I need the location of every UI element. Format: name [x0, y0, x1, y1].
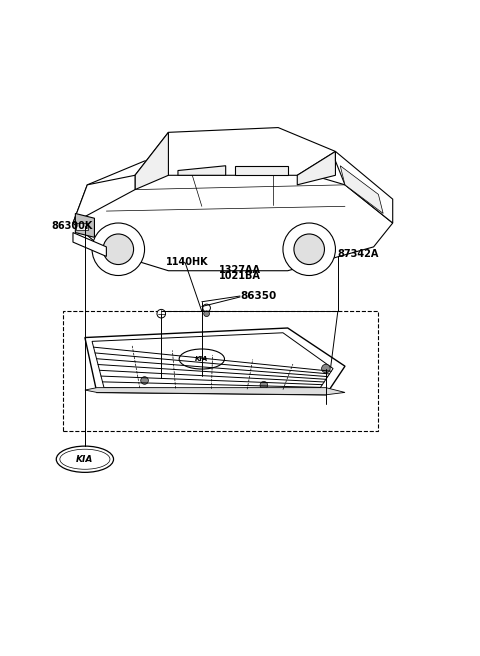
Polygon shape — [85, 388, 345, 395]
Polygon shape — [336, 152, 393, 223]
Polygon shape — [235, 166, 288, 175]
Circle shape — [92, 223, 144, 276]
Circle shape — [322, 364, 330, 373]
Ellipse shape — [56, 446, 114, 472]
Circle shape — [103, 234, 133, 264]
Polygon shape — [73, 175, 135, 223]
Polygon shape — [135, 133, 168, 190]
Circle shape — [283, 223, 336, 276]
Polygon shape — [73, 161, 393, 271]
Bar — [76, 222, 88, 230]
Polygon shape — [135, 127, 336, 175]
Text: 86350: 86350 — [240, 291, 276, 301]
Circle shape — [260, 381, 268, 389]
Text: 1021BA: 1021BA — [218, 270, 260, 281]
Circle shape — [294, 234, 324, 264]
Circle shape — [204, 311, 209, 317]
Text: 1140HK: 1140HK — [166, 257, 209, 267]
Polygon shape — [85, 328, 345, 395]
Ellipse shape — [179, 349, 225, 369]
Bar — [63, 312, 378, 430]
Polygon shape — [340, 166, 383, 213]
Text: 86300K: 86300K — [51, 221, 93, 232]
Circle shape — [141, 377, 148, 384]
Text: KIA: KIA — [76, 455, 94, 464]
Polygon shape — [92, 333, 333, 390]
Polygon shape — [73, 233, 107, 256]
Circle shape — [157, 310, 166, 318]
Text: KIA: KIA — [195, 356, 208, 362]
Polygon shape — [75, 213, 95, 237]
Text: 1327AA: 1327AA — [218, 265, 261, 275]
Circle shape — [203, 304, 210, 312]
Polygon shape — [178, 166, 226, 175]
Text: 87342A: 87342A — [338, 249, 379, 259]
Polygon shape — [297, 152, 336, 185]
